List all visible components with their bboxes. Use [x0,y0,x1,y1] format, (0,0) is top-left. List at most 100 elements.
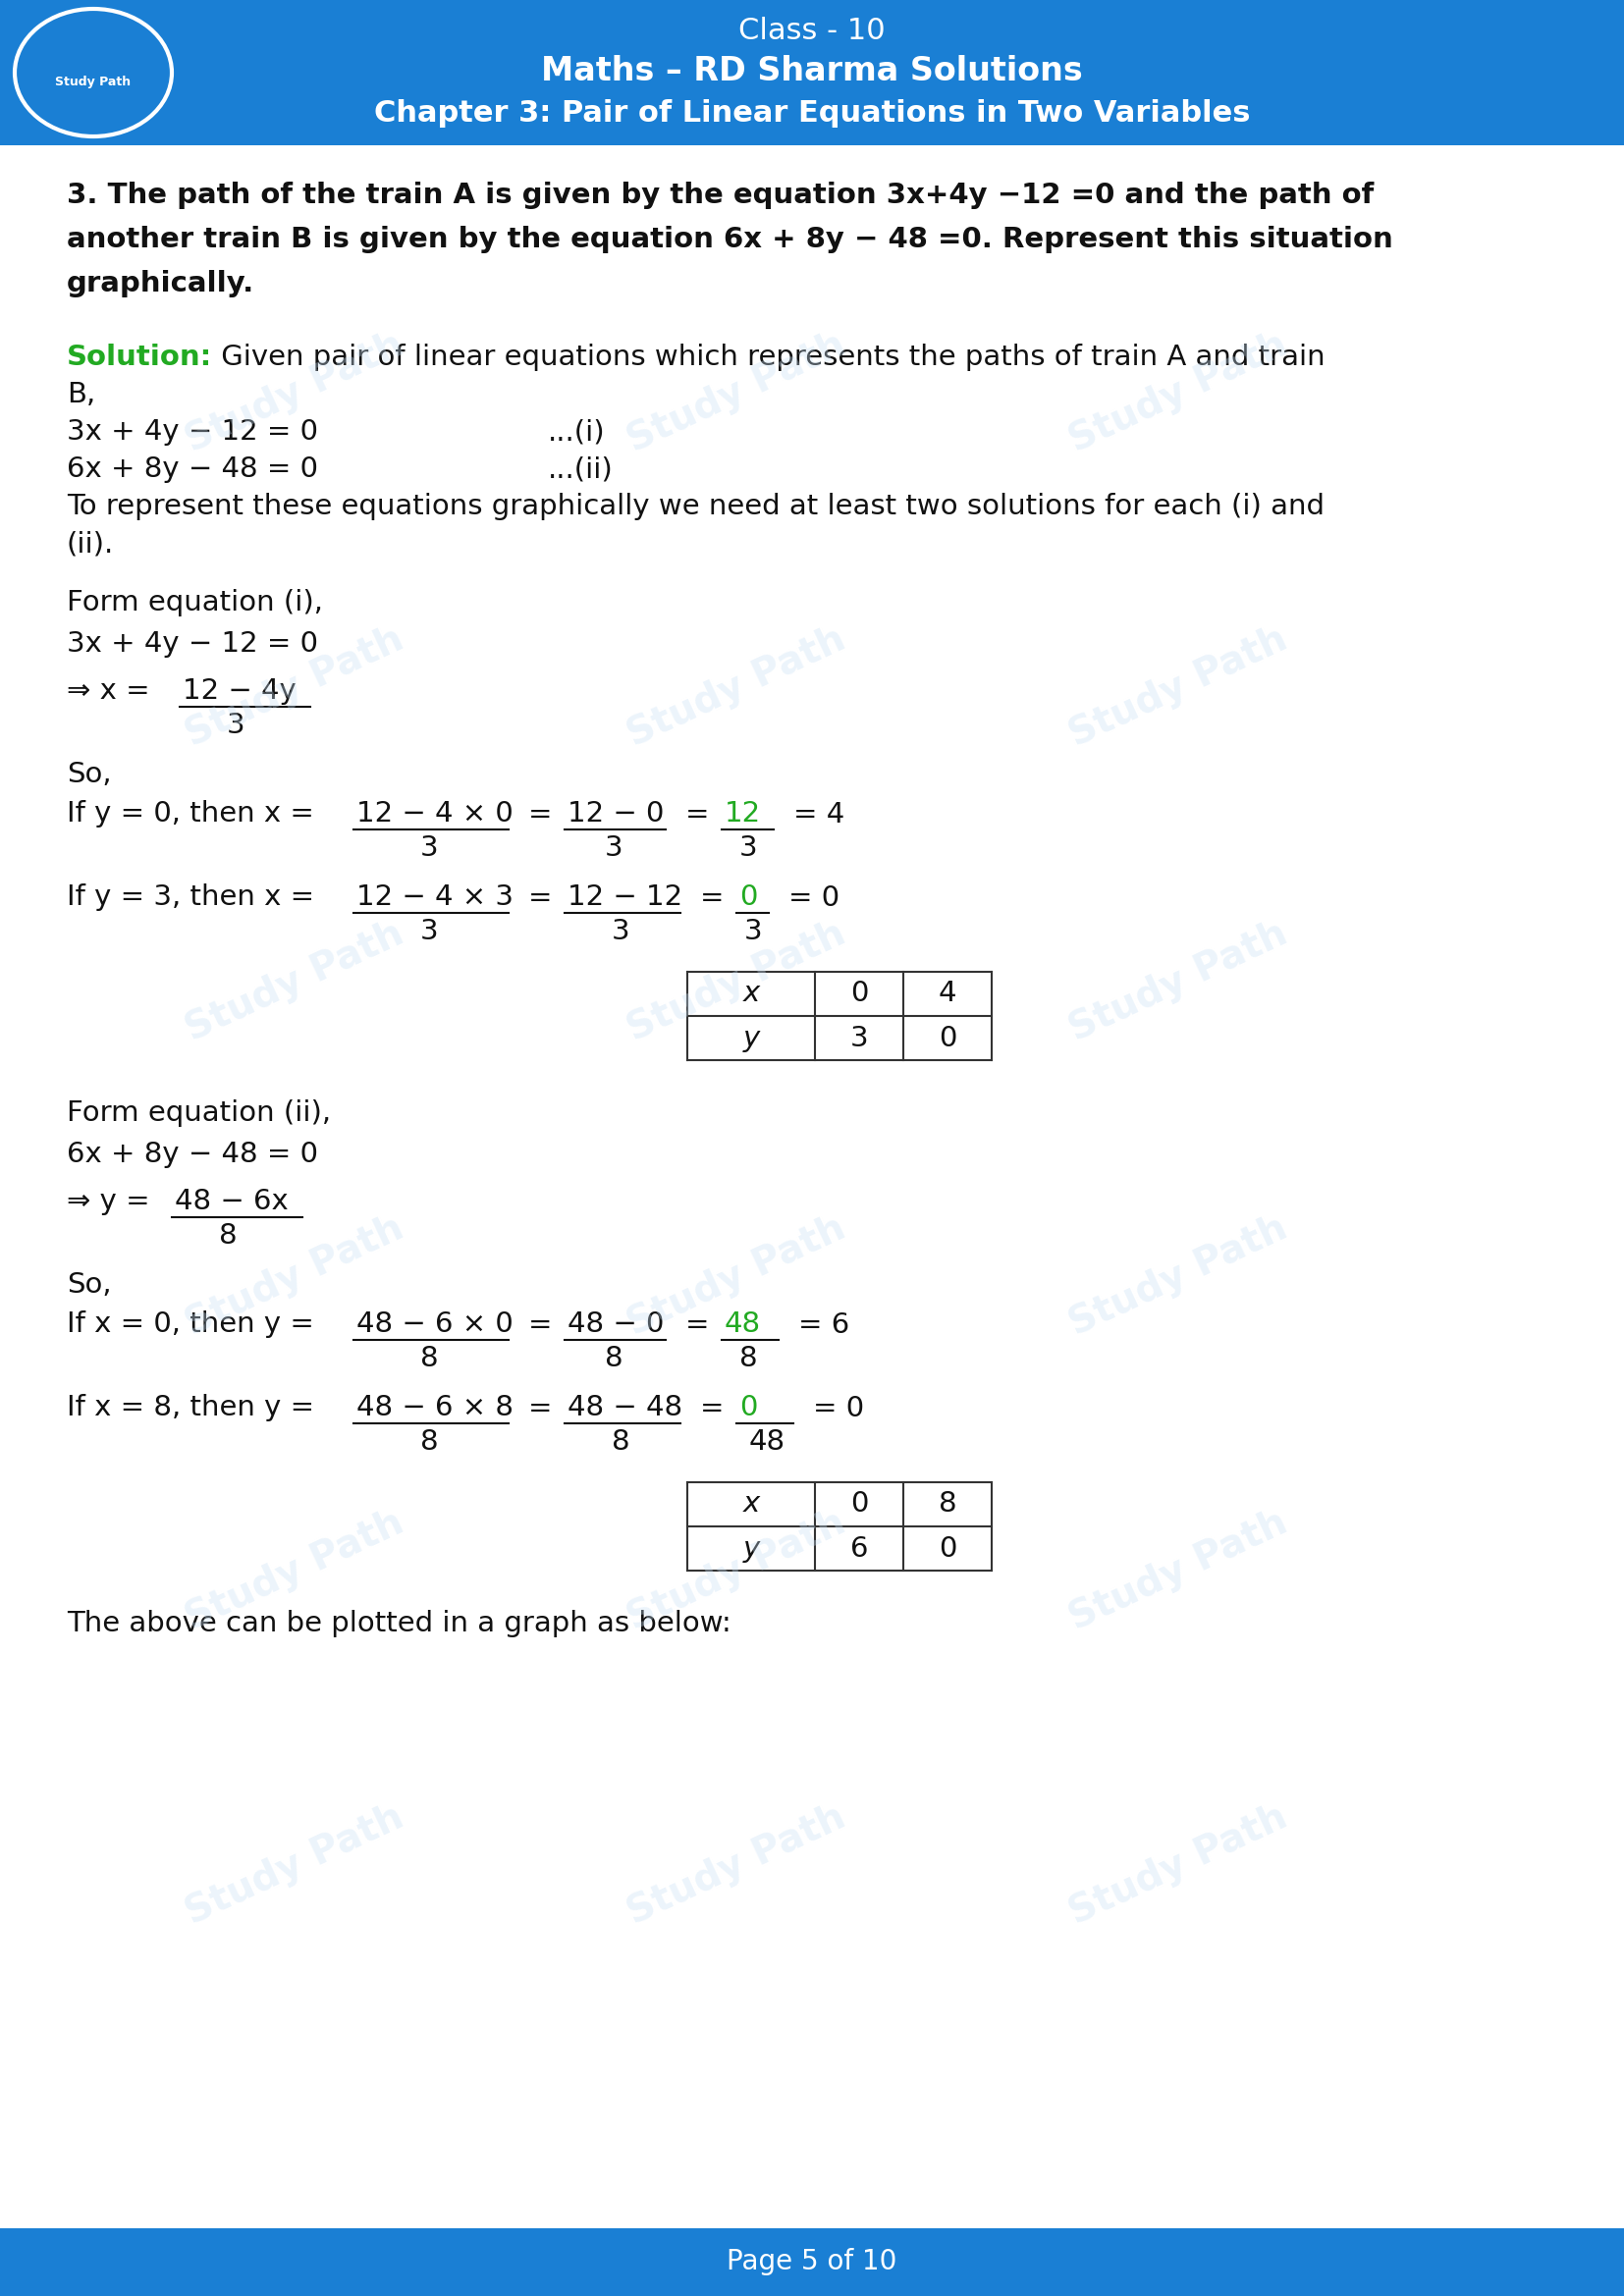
Text: 12 − 0: 12 − 0 [567,799,664,827]
Text: = 0: = 0 [814,1396,864,1421]
Text: 6x + 8y − 48 = 0: 6x + 8y − 48 = 0 [67,455,318,482]
Text: = 4: = 4 [794,801,844,829]
Text: Page 5 of 10: Page 5 of 10 [728,2248,896,2275]
Text: B,: B, [67,381,96,409]
Text: another train B is given by the equation 6x + 8y − 48 =0. Represent this situati: another train B is given by the equation… [67,225,1393,253]
Text: ...(ii): ...(ii) [547,455,614,482]
Text: Study Path: Study Path [55,76,132,90]
Text: Study Path: Study Path [1064,914,1293,1049]
Text: 3x + 4y − 12 = 0: 3x + 4y − 12 = 0 [67,418,318,445]
Text: 3: 3 [227,712,245,739]
Text: 8: 8 [421,1345,438,1373]
Text: 3: 3 [739,833,758,861]
Text: 3x + 4y − 12 = 0: 3x + 4y − 12 = 0 [67,629,318,657]
Text: 48 − 0: 48 − 0 [567,1311,664,1339]
Text: 48: 48 [724,1311,762,1339]
Text: 3. The path of the train A is given by the equation 3x+4y −12 =0 and the path of: 3. The path of the train A is given by t… [67,181,1374,209]
Text: 12 − 4y: 12 − 4y [182,677,296,705]
Text: 3: 3 [744,918,763,946]
Text: ...(i): ...(i) [547,418,606,445]
Text: 3: 3 [421,833,438,861]
Text: 8: 8 [421,1428,438,1456]
Text: Study Path: Study Path [622,1210,851,1343]
Text: If x = 0, then y =: If x = 0, then y = [67,1311,313,1339]
Text: Chapter 3: Pair of Linear Equations in Two Variables: Chapter 3: Pair of Linear Equations in T… [374,99,1250,126]
Text: =: = [685,801,710,829]
Text: Study Path: Study Path [622,1504,851,1637]
Text: x: x [742,1490,760,1518]
Text: So,: So, [67,1272,112,1300]
Text: =: = [528,801,552,829]
Text: Class - 10: Class - 10 [739,16,885,46]
Text: To represent these equations graphically we need at least two solutions for each: To represent these equations graphically… [67,494,1325,521]
Text: Form equation (i),: Form equation (i), [67,590,323,615]
Text: =: = [528,1311,552,1339]
Text: 48 − 6 × 8: 48 − 6 × 8 [356,1394,513,1421]
Text: y: y [742,1534,760,1561]
Text: Study Path: Study Path [1064,326,1293,459]
Text: 4: 4 [939,980,957,1008]
Text: Maths – RD Sharma Solutions: Maths – RD Sharma Solutions [541,55,1083,87]
Text: 8: 8 [612,1428,630,1456]
Text: y: y [742,1024,760,1052]
Text: Form equation (ii),: Form equation (ii), [67,1100,331,1127]
FancyBboxPatch shape [0,0,1624,145]
Text: Study Path: Study Path [622,1798,851,1931]
Text: =: = [700,884,724,912]
Text: If x = 8, then y =: If x = 8, then y = [67,1394,315,1421]
Text: 8: 8 [219,1221,237,1249]
Text: 0: 0 [739,884,757,912]
Text: 48 − 6 × 0: 48 − 6 × 0 [356,1311,513,1339]
Text: =: = [528,1396,552,1421]
Text: Study Path: Study Path [1064,1798,1293,1931]
Text: ⇒ y =: ⇒ y = [67,1187,149,1215]
Text: =: = [528,884,552,912]
Text: 12: 12 [724,799,762,827]
Text: Study Path: Study Path [180,1210,409,1343]
Text: 48 − 48: 48 − 48 [567,1394,682,1421]
Text: 0: 0 [849,980,869,1008]
Text: 12 − 4 × 0: 12 − 4 × 0 [356,799,513,827]
Text: graphically.: graphically. [67,271,255,298]
Text: 3: 3 [604,833,624,861]
Text: If y = 0, then x =: If y = 0, then x = [67,799,313,827]
Text: Study Path: Study Path [1064,1504,1293,1637]
FancyBboxPatch shape [0,2229,1624,2296]
Text: 3: 3 [612,918,630,946]
Text: ⇒ x =: ⇒ x = [67,677,149,705]
Text: 0: 0 [939,1024,957,1052]
Text: Study Path: Study Path [1064,620,1293,753]
Text: 48: 48 [749,1428,786,1456]
Text: Study Path: Study Path [180,326,409,459]
Text: Solution:: Solution: [67,344,213,372]
Text: 12 − 12: 12 − 12 [567,884,682,912]
Text: 3: 3 [421,918,438,946]
Text: So,: So, [67,760,112,788]
Text: Study Path: Study Path [180,1798,409,1931]
Text: 3: 3 [849,1024,869,1052]
Text: =: = [685,1311,710,1339]
Text: 0: 0 [739,1394,757,1421]
Text: 8: 8 [939,1490,957,1518]
Text: The above can be plotted in a graph as below:: The above can be plotted in a graph as b… [67,1609,731,1637]
Text: Study Path: Study Path [622,326,851,459]
Text: 6x + 8y − 48 = 0: 6x + 8y − 48 = 0 [67,1141,318,1169]
Text: Study Path: Study Path [180,620,409,753]
Text: Study Path: Study Path [622,620,851,753]
Text: x: x [742,980,760,1008]
Text: Study Path: Study Path [1064,1210,1293,1343]
Text: 8: 8 [739,1345,758,1373]
Text: = 6: = 6 [799,1311,849,1339]
Text: Study Path: Study Path [180,914,409,1049]
Text: Given pair of linear equations which represents the paths of train A and train: Given pair of linear equations which rep… [213,344,1325,372]
Text: 48 − 6x: 48 − 6x [175,1187,289,1215]
Text: 6: 6 [849,1534,869,1561]
Text: 0: 0 [939,1534,957,1561]
Text: 12 − 4 × 3: 12 − 4 × 3 [356,884,513,912]
Text: Study Path: Study Path [180,1504,409,1637]
Text: 0: 0 [849,1490,869,1518]
Text: (ii).: (ii). [67,530,114,558]
Text: Study Path: Study Path [622,914,851,1049]
Text: = 0: = 0 [788,884,840,912]
Text: 8: 8 [604,1345,624,1373]
